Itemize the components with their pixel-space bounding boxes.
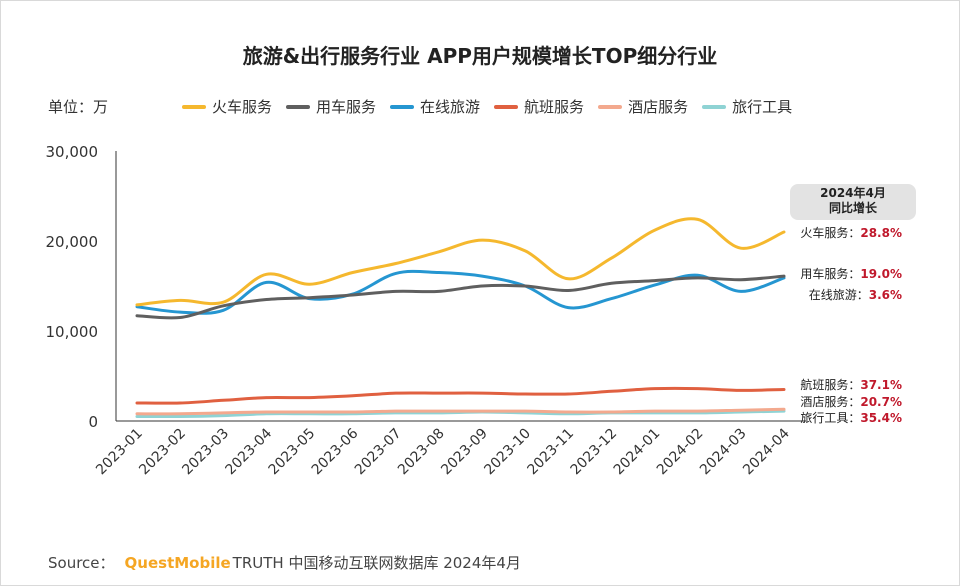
x-tick-label: 2023-12	[568, 426, 621, 479]
chart-legend: 火车服务 用车服务 在线旅游 航班服务 酒店服务 旅行工具	[182, 96, 792, 117]
badge-line2: 同比增长	[828, 201, 877, 215]
legend-item-4: 酒店服务	[598, 96, 688, 117]
legend-swatch	[286, 104, 311, 109]
series-line-0	[135, 217, 786, 307]
x-tick-label: 2023-05	[266, 426, 319, 479]
series-line-4	[135, 407, 786, 416]
x-tick-label: 2023-06	[309, 425, 362, 478]
y-tick-label: 30,000	[46, 143, 99, 161]
series-line-3	[135, 386, 786, 405]
legend-label: 用车服务	[316, 98, 377, 116]
legend-swatch	[390, 104, 415, 109]
legend-item-2: 在线旅游	[390, 96, 480, 117]
growth-label-hotel: 酒店服务：20.7%	[800, 395, 902, 409]
x-tick-label: 2023-08	[395, 426, 448, 479]
legend-item-5: 旅行工具	[702, 96, 792, 117]
x-tick-label: 2023-02	[136, 426, 189, 479]
x-tick-label: 2023-04	[223, 425, 276, 478]
growth-label-flight: 航班服务：37.1%	[800, 378, 902, 392]
growth-label-train: 火车服务：28.8%	[800, 226, 902, 240]
source-note: Source： QuestMobile TRUTH 中国移动互联网数据库 2024年…	[48, 554, 521, 572]
x-tick-label: 2023-10	[481, 426, 534, 479]
x-tick-label: 2023-01	[93, 426, 146, 479]
y-tick-label: 20,000	[46, 233, 99, 251]
series-line-1	[135, 274, 786, 320]
legend-label: 航班服务	[524, 98, 585, 116]
x-tick-label: 2024-02	[654, 426, 707, 479]
badge-line1: 2024年4月	[820, 186, 886, 200]
x-tick-label: 2024-01	[611, 426, 664, 479]
legend-label: 旅行工具	[732, 98, 793, 116]
y-tick-label: 0	[88, 413, 98, 431]
legend-swatch	[702, 104, 727, 109]
legend-item-0: 火车服务	[182, 96, 272, 117]
legend-item-1: 用车服务	[286, 96, 376, 117]
legend-swatch	[598, 104, 623, 109]
legend-swatch	[182, 104, 206, 109]
legend-label: 火车服务	[212, 98, 273, 116]
source-brand: QuestMobile	[124, 554, 231, 572]
legend-item-3: 航班服务	[494, 96, 584, 117]
x-tick-label: 2023-07	[352, 426, 405, 479]
yoy-badge: 2024年4月 同比增长	[790, 184, 916, 220]
y-tick-label: 10,000	[46, 323, 99, 341]
chart-title: 旅游&出行服务行业 APP用户规模增长TOP细分行业	[242, 44, 718, 68]
legend-label: 在线旅游	[420, 98, 481, 116]
legend-swatch	[494, 104, 519, 109]
unit-label: 单位：万	[48, 98, 109, 116]
x-tick-label: 2023-03	[179, 426, 232, 479]
growth-label-online-travel: 在线旅游：3.6%	[808, 288, 902, 302]
growth-label-car: 用车服务：19.0%	[800, 267, 902, 281]
legend-label: 酒店服务	[628, 98, 689, 116]
x-tick-label: 2023-09	[438, 426, 491, 479]
x-tick-label: 2024-03	[697, 426, 750, 479]
x-tick-label: 2023-11	[524, 426, 577, 479]
x-tick-label: 2024-04	[740, 425, 793, 478]
growth-label-travel-tools: 旅行工具：35.4%	[800, 411, 902, 425]
